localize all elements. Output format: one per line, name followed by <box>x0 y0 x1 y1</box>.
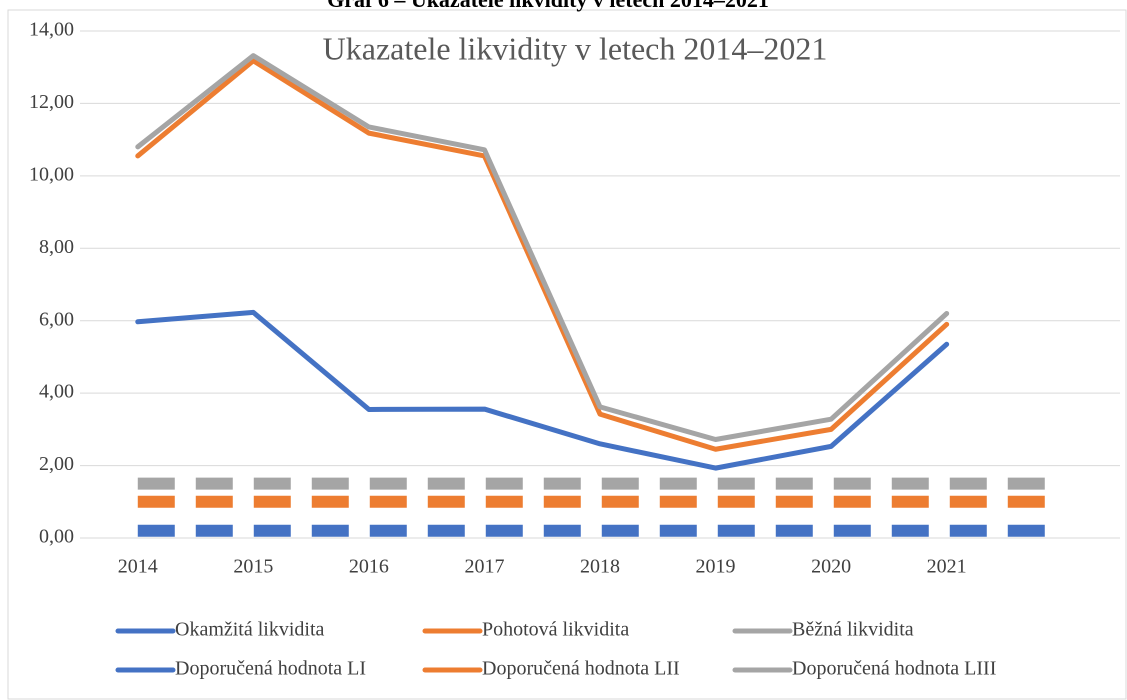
series-line <box>135 53 950 442</box>
caption: Graf 6 – Ukazatele likvidity v letech 20… <box>327 0 769 12</box>
x-tick-label: 2017 <box>464 556 504 578</box>
series-line <box>135 309 950 471</box>
y-tick-label: 6,00 <box>39 308 74 330</box>
x-tick-label: 2021 <box>927 556 967 578</box>
y-tick-label: 8,00 <box>39 236 74 258</box>
y-tick-label: 0,00 <box>39 526 74 548</box>
y-tick-label: 2,00 <box>39 453 74 475</box>
legend-label: Pohotová likvidita <box>482 619 629 641</box>
x-tick-label: 2015 <box>233 556 273 578</box>
x-tick-label: 2016 <box>349 556 389 578</box>
x-tick-label: 2020 <box>811 556 851 578</box>
legend-label: Běžná likvidita <box>792 619 914 641</box>
legend-label: Doporučená hodnota LII <box>482 658 680 680</box>
x-tick-label: 2019 <box>696 556 736 578</box>
y-tick-label: 12,00 <box>29 91 74 113</box>
legend-label: Doporučená hodnota LI <box>175 658 366 680</box>
chart-frame <box>7 9 1127 700</box>
legend-label: Doporučená hodnota LIII <box>792 658 996 680</box>
chart-title: Ukazatele likvidity v letech 2014–2021 <box>323 30 828 66</box>
x-tick-label: 2018 <box>580 556 620 578</box>
legend-label: Okamžitá likvidita <box>175 619 325 641</box>
y-tick-label: 4,00 <box>39 381 74 403</box>
y-tick-label: 10,00 <box>29 163 74 185</box>
y-tick-label: 14,00 <box>29 19 74 41</box>
series-line <box>135 58 950 452</box>
x-tick-label: 2014 <box>118 556 158 578</box>
